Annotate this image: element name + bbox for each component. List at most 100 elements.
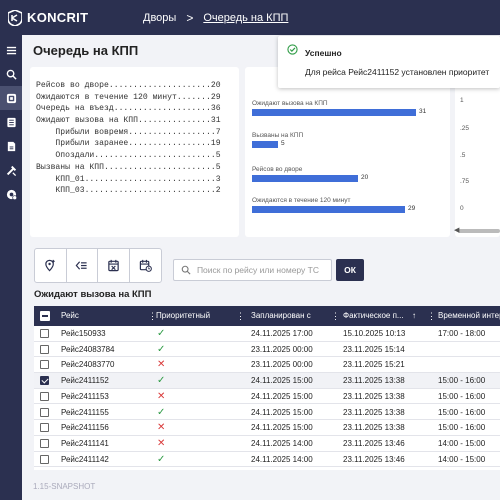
cell-planned: 24.11.2025 14:00 bbox=[251, 438, 313, 448]
table-row[interactable]: Рейс24083784 23.11.2025 00:00 23.11.2025 1… bbox=[34, 342, 500, 358]
cell-interval: 17:00 - 18:00 bbox=[438, 329, 486, 338]
cell-actual: 23.11.2025 15:14 bbox=[343, 344, 405, 354]
cell-interval: 14:00 - 15:00 bbox=[438, 438, 486, 448]
breadcrumb-separator: > bbox=[186, 10, 194, 25]
cell-trip: Рейс2411153 bbox=[61, 391, 109, 401]
table-row[interactable]: Рейс24083770 23.11.2025 00:00 23.11.2025 1… bbox=[34, 357, 500, 374]
cell-planned: 24.11.2025 17:00 bbox=[251, 329, 313, 338]
search-input[interactable] bbox=[196, 265, 331, 275]
action-toolbar bbox=[34, 248, 162, 283]
sort-asc-arrow-icon[interactable]: ↑ bbox=[412, 311, 416, 320]
table-row[interactable]: Рейс2411142 24.11.2025 14:00 23.11.2025 13… bbox=[34, 452, 500, 468]
stat-line: Вызваны на КПП.......................5 bbox=[36, 162, 221, 172]
column-menu-icon[interactable]: ⋮ bbox=[331, 311, 340, 321]
table-row[interactable]: Рейс2411156 24.11.2025 15:00 23.11.2025 13… bbox=[34, 420, 500, 436]
search-icon bbox=[181, 265, 191, 275]
breadcrumb-yards[interactable]: Дворы bbox=[143, 11, 177, 24]
calendar-cancel-button[interactable] bbox=[98, 249, 130, 282]
cell-actual: 23.11.2025 13:38 bbox=[343, 376, 405, 386]
row-checkbox[interactable] bbox=[40, 360, 49, 370]
cell-interval: 15:00 - 16:00 bbox=[438, 376, 486, 386]
select-all-checkbox[interactable] bbox=[40, 311, 50, 321]
calendar-schedule-button[interactable] bbox=[130, 249, 161, 282]
column-header-actual[interactable]: Фактическое п... bbox=[343, 311, 404, 320]
sidebar-tools[interactable] bbox=[0, 158, 22, 182]
row-checkbox[interactable] bbox=[40, 438, 49, 448]
settings-badge-icon bbox=[6, 189, 17, 200]
menu-icon bbox=[6, 46, 16, 54]
bar-category-label: Вызваны на КПП bbox=[252, 132, 304, 139]
sidebar-queue[interactable] bbox=[0, 86, 22, 110]
table-row[interactable]: Рейс2411153 24.11.2025 15:00 23.11.2025 13… bbox=[34, 389, 500, 405]
second-chart-card: ◀ 1 .25 .5 .75 0 bbox=[454, 67, 500, 237]
column-menu-icon[interactable]: ⋮ bbox=[427, 311, 436, 321]
cell-trip: Рейс2411155 bbox=[61, 407, 109, 417]
tools-icon bbox=[6, 165, 16, 176]
cell-trip: Рейс2411152 bbox=[61, 376, 109, 386]
bar[interactable] bbox=[252, 206, 405, 213]
cross-mark-icon: ✕ bbox=[157, 390, 166, 402]
cell-actual: 23.11.2025 13:38 bbox=[343, 407, 405, 417]
row-checkbox[interactable] bbox=[40, 423, 49, 433]
stat-line: Прибыли вовремя..................7 bbox=[36, 127, 221, 137]
bar[interactable] bbox=[252, 109, 416, 116]
cell-planned: 24.11.2025 15:00 bbox=[251, 376, 313, 386]
sidebar-settings[interactable] bbox=[0, 182, 22, 206]
row-checkbox[interactable] bbox=[40, 407, 49, 417]
bar[interactable] bbox=[252, 141, 278, 148]
table-row[interactable]: Рейс2411152 24.11.2025 15:00 23.11.2025 13… bbox=[34, 373, 500, 389]
search-ok-button[interactable]: ОК bbox=[336, 259, 364, 281]
column-menu-icon[interactable]: ⋮ bbox=[148, 311, 157, 321]
stats-card: Рейсов во дворе.....................20 О… bbox=[30, 67, 239, 237]
sidebar-journal[interactable] bbox=[0, 110, 22, 134]
row-checkbox[interactable] bbox=[40, 329, 49, 338]
top-bar: KONCRIT Дворы > Очередь на КПП bbox=[0, 0, 500, 35]
column-header-priority[interactable]: Приоритетный bbox=[156, 311, 211, 320]
bar-category-label: Рейсов во дворе bbox=[252, 166, 303, 173]
axis-tick-label: .5 bbox=[460, 152, 466, 159]
add-location-button[interactable] bbox=[35, 249, 67, 282]
sidebar-search[interactable] bbox=[0, 62, 22, 86]
axis-tick-label: .75 bbox=[460, 178, 470, 185]
cell-actual: 23.11.2025 13:46 bbox=[343, 454, 405, 464]
cell-trip: Рейс24083784 bbox=[61, 344, 115, 354]
bar-category-label: Ожидают вызова на КПП bbox=[252, 100, 328, 107]
table-row[interactable]: Рейс150933 24.11.2025 17:00 15.10.2025 10:… bbox=[34, 326, 500, 342]
column-header-interval[interactable]: Временной интер bbox=[438, 311, 500, 320]
trips-table: Рейс ⋮ Приоритетный ⋮ Запланирован с ⋮ Ф… bbox=[34, 306, 500, 470]
row-checkbox[interactable] bbox=[40, 454, 49, 464]
cell-trip: Рейс150933 bbox=[61, 329, 106, 338]
bar-value-label: 5 bbox=[281, 140, 285, 147]
cell-planned: 23.11.2025 00:00 bbox=[251, 344, 313, 354]
row-checkbox[interactable] bbox=[40, 376, 49, 386]
cell-trip: Рейс2411142 bbox=[61, 454, 109, 464]
cell-interval: 15:00 - 16:00 bbox=[438, 423, 486, 433]
compare-list-button[interactable] bbox=[67, 249, 98, 282]
koncrit-logo-icon bbox=[8, 9, 22, 26]
cell-planned: 24.11.2025 15:00 bbox=[251, 407, 313, 417]
row-checkbox[interactable] bbox=[40, 391, 49, 401]
logo[interactable]: KONCRIT bbox=[0, 9, 135, 26]
table-row[interactable]: Рейс2411141 24.11.2025 14:00 23.11.2025 13… bbox=[34, 436, 500, 452]
cross-mark-icon: ✕ bbox=[157, 359, 166, 371]
sidebar-menu[interactable] bbox=[0, 38, 22, 62]
cell-actual: 23.11.2025 15:21 bbox=[343, 360, 405, 370]
column-header-planned[interactable]: Запланирован с bbox=[251, 311, 311, 320]
cell-trip: Рейс2411156 bbox=[61, 423, 109, 433]
row-checkbox[interactable] bbox=[40, 344, 49, 354]
bar[interactable] bbox=[252, 175, 358, 182]
cross-mark-icon: ✕ bbox=[157, 422, 166, 434]
check-circle-icon bbox=[287, 44, 298, 58]
breadcrumb-queue[interactable]: Очередь на КПП bbox=[203, 11, 289, 24]
sidebar-documents[interactable] bbox=[0, 134, 22, 158]
column-menu-icon[interactable]: ⋮ bbox=[236, 311, 245, 321]
toast-message: Для рейса Рейс2411152 установлен приорит… bbox=[305, 67, 490, 77]
scroll-left-arrow-icon[interactable]: ◀ bbox=[454, 227, 460, 234]
cell-interval: 14:00 - 15:00 bbox=[438, 454, 486, 464]
column-header-trip[interactable]: Рейс bbox=[61, 311, 79, 320]
table-row[interactable]: Рейс2411155 24.11.2025 15:00 23.11.2025 13… bbox=[34, 405, 500, 421]
chart-scrollbar[interactable] bbox=[458, 229, 500, 233]
axis-tick-label: 1 bbox=[460, 97, 464, 104]
section-title: Ожидают вызова на КПП bbox=[34, 289, 152, 300]
search-icon bbox=[6, 69, 17, 80]
